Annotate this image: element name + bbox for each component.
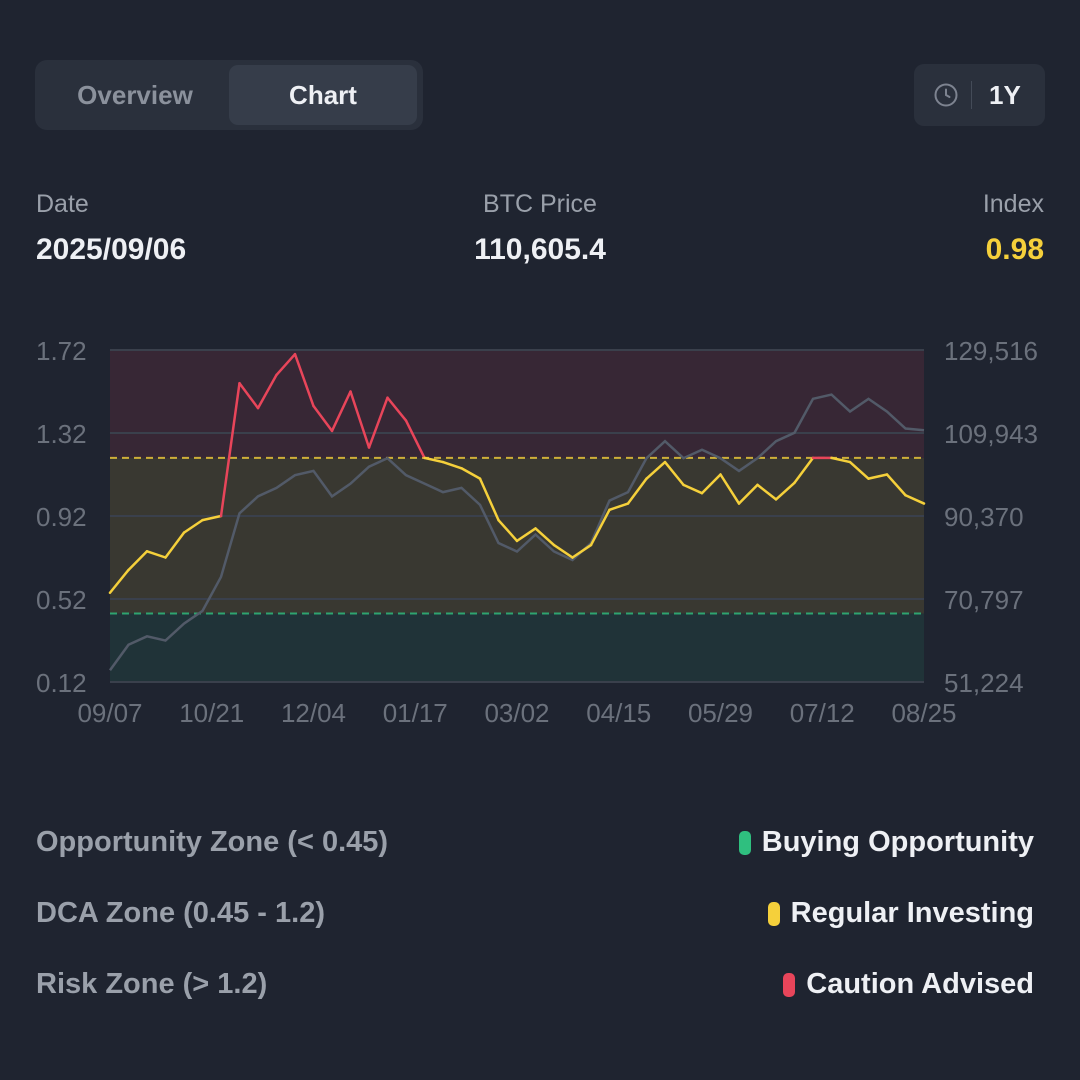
- index-series-segment: [349, 390, 371, 449]
- y-left-tick-label: 0.12: [36, 668, 87, 698]
- y-left-tick-label: 1.32: [36, 419, 87, 449]
- index-series-segment: [497, 518, 519, 543]
- index-series-segment: [145, 550, 167, 559]
- index-series-segment: [478, 477, 500, 522]
- y-right-tick-label: 70,797: [944, 585, 1024, 615]
- btc-price-label: BTC Price: [483, 190, 597, 218]
- index-series-segment: [108, 568, 130, 595]
- opportunity-zone-band: [110, 613, 924, 682]
- zone-name: Opportunity Zone (< 0.45): [36, 826, 389, 858]
- dca-zone-band: [110, 457, 924, 614]
- zone-tag-label: Buying Opportunity: [761, 826, 1034, 858]
- zone-row-dca: DCA Zone (0.45 - 1.2) Regular Investing: [36, 897, 1034, 937]
- index-series-segment: [127, 550, 149, 572]
- index-series-segment: [719, 473, 741, 505]
- index-series-segment: [386, 396, 408, 422]
- zone-tag-label: Caution Advised: [806, 968, 1034, 1000]
- index-series-segment: [534, 527, 556, 547]
- index-series-segment: [441, 460, 463, 470]
- x-tick-label: 04/15: [586, 698, 651, 728]
- index-series-segment: [885, 473, 907, 497]
- clock-icon: [934, 83, 958, 107]
- y-right-tick-label: 51,224: [944, 668, 1024, 698]
- index-value: 0.98: [985, 233, 1044, 266]
- index-label: Index: [982, 190, 1044, 218]
- index-series-segment: [904, 494, 926, 505]
- x-tick-label: 08/25: [891, 698, 956, 728]
- risk-zone-band: [110, 350, 924, 458]
- index-series-segment: [367, 396, 389, 449]
- index-series-segment: [256, 373, 278, 410]
- date-value: 2025/09/06: [36, 233, 187, 266]
- time-range-button[interactable]: 1Y: [914, 64, 1045, 126]
- divider: [971, 81, 972, 109]
- index-series-segment: [848, 460, 870, 480]
- view-tabs: Overview Chart: [35, 60, 423, 130]
- y-left-tick-label: 1.72: [36, 336, 87, 366]
- index-series-segment: [830, 456, 852, 464]
- index-series-segment: [219, 381, 241, 518]
- x-tick-label: 03/02: [484, 698, 549, 728]
- x-tick-label: 01/17: [383, 698, 448, 728]
- date-label: Date: [36, 190, 89, 218]
- zone-name: DCA Zone (0.45 - 1.2): [36, 897, 325, 929]
- time-range-label: 1Y: [989, 80, 1021, 110]
- x-tick-label: 10/21: [179, 698, 244, 728]
- index-series-segment: [275, 352, 297, 377]
- zone-row-risk: Risk Zone (> 1.2) Caution Advised: [36, 968, 1034, 1008]
- zone-tag-label: Regular Investing: [790, 897, 1034, 929]
- index-series-segment: [330, 390, 352, 433]
- red-dot-icon: [783, 972, 796, 997]
- index-series-segment: [645, 460, 667, 480]
- zone-row-opportunity: Opportunity Zone (< 0.45) Buying Opportu…: [36, 826, 1034, 866]
- zone-name: Risk Zone (> 1.2): [36, 968, 268, 1000]
- index-series-segment: [626, 477, 648, 505]
- index-series-segment: [312, 404, 334, 433]
- x-tick-label: 07/12: [790, 698, 855, 728]
- index-series-segment: [164, 531, 186, 559]
- x-tick-label: 12/04: [281, 698, 346, 728]
- y-right-tick-label: 109,943: [944, 419, 1038, 449]
- tab-overview[interactable]: Overview: [77, 79, 193, 110]
- x-tick-label: 09/07: [77, 698, 142, 728]
- zone-tag: Caution Advised: [783, 968, 1034, 1001]
- y-right-tick-label: 90,370: [944, 502, 1024, 532]
- index-series-segment: [793, 456, 815, 485]
- y-left-tick-label: 0.52: [36, 585, 87, 615]
- index-series-segment: [201, 514, 223, 522]
- index-series-segment: [552, 543, 574, 559]
- index-series-segment: [700, 473, 722, 495]
- zone-tag: Regular Investing: [767, 897, 1034, 930]
- index-series-segment: [238, 381, 260, 410]
- index-series-segment: [423, 456, 445, 464]
- index-price-chart[interactable]: 1.72 129,516 1.32 109,943 0.92 90,370 0.52 70,7…: [0, 320, 1080, 740]
- y-left-tick-label: 0.92: [36, 502, 87, 532]
- index-series-segment: [293, 352, 315, 408]
- index-series-segment: [774, 481, 796, 501]
- index-series-segment: [589, 508, 611, 547]
- index-series-segment: [460, 467, 482, 480]
- index-series-segment: [663, 460, 685, 487]
- index-series-segment: [571, 543, 593, 559]
- green-dot-icon: [738, 830, 751, 855]
- zone-tag: Buying Opportunity: [738, 826, 1034, 859]
- index-series-segment: [682, 483, 704, 495]
- index-series-segment: [182, 518, 204, 534]
- index-series-segment: [404, 419, 426, 460]
- btc-price-series-line: [108, 393, 925, 671]
- index-series-segment: [515, 527, 537, 543]
- y-right-tick-label: 129,516: [944, 336, 1038, 366]
- index-series-segment: [756, 483, 778, 501]
- tab-chart[interactable]: Chart: [229, 65, 417, 125]
- btc-price-value: 110,605.4: [474, 233, 606, 266]
- index-series-segment: [737, 483, 759, 505]
- index-series-segment: [608, 502, 630, 512]
- x-tick-label: 05/29: [688, 698, 753, 728]
- yellow-dot-icon: [767, 901, 780, 926]
- index-series-segment: [867, 473, 889, 480]
